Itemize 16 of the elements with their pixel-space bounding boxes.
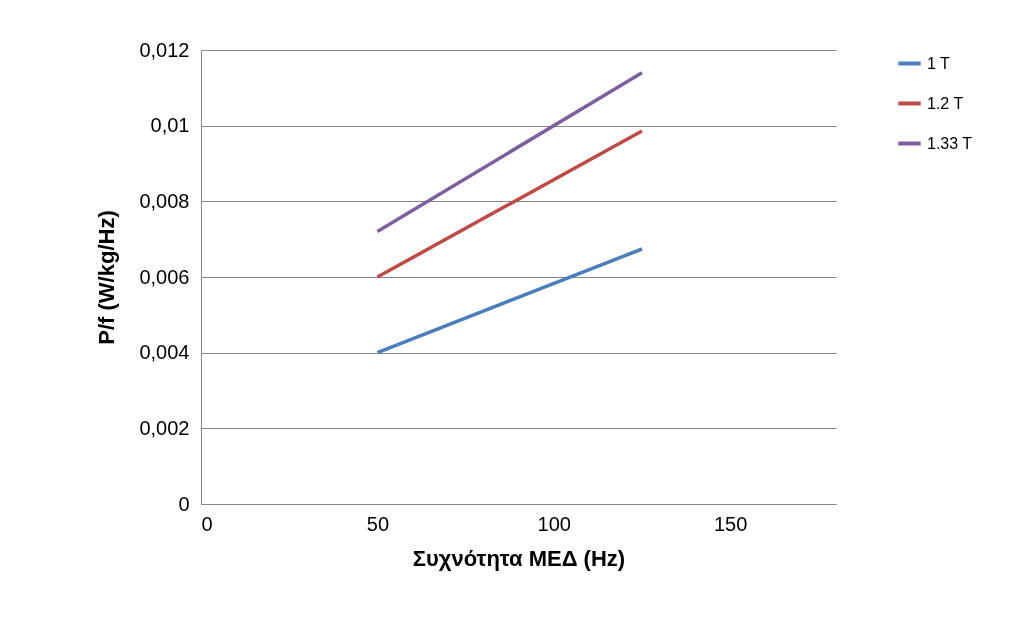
x-axis-title: Συχνότητα ΜΕΔ (Hz) <box>412 545 626 571</box>
y-tick-label: 0 <box>178 492 190 515</box>
y-tick-label: 0,012 <box>139 38 190 61</box>
y-tick-label: 0,002 <box>139 416 190 439</box>
x-tick-label: 0 <box>201 512 213 535</box>
x-tick-label: 50 <box>366 512 390 535</box>
y-tick-label: 0,004 <box>139 341 190 364</box>
y-tick-label: 0,008 <box>139 189 190 212</box>
x-tick-label: 100 <box>537 512 571 535</box>
legend-label: 1 T <box>927 54 951 72</box>
y-tick-label: 0,006 <box>139 265 190 288</box>
y-axis-title: P/f (W/kg/Hz) <box>94 210 120 345</box>
legend-label: 1.2 T <box>927 94 964 112</box>
y-tick-label: 0,01 <box>150 114 190 137</box>
legend-label: 1.33 T <box>927 134 973 152</box>
x-tick-label: 150 <box>713 512 748 535</box>
